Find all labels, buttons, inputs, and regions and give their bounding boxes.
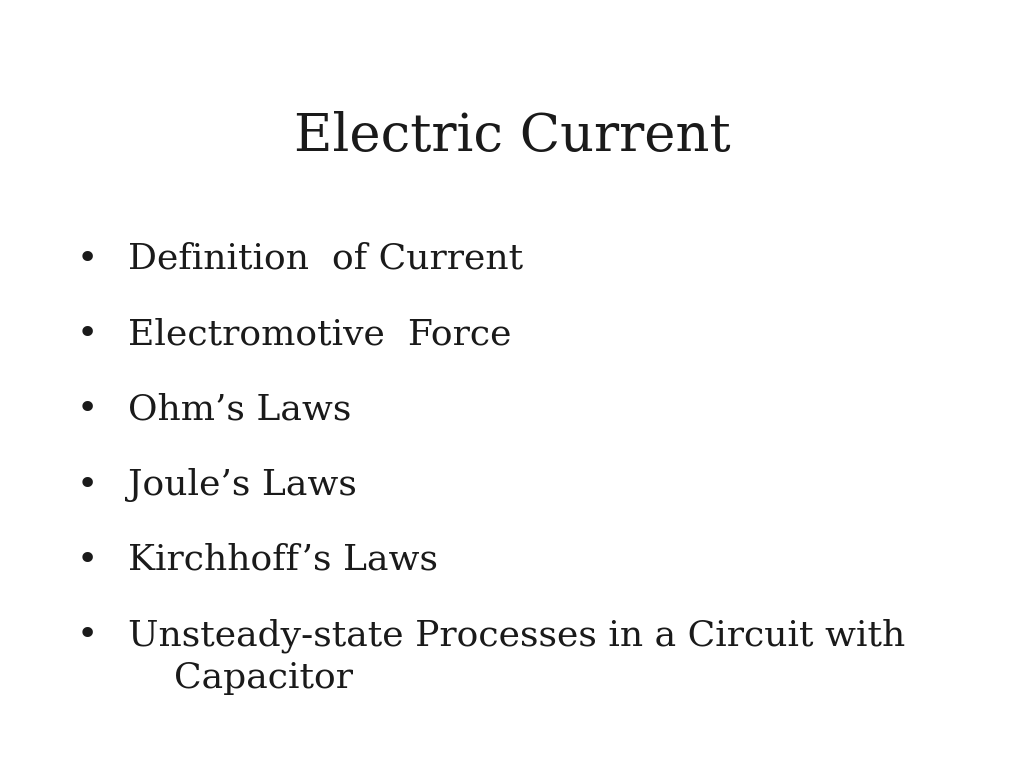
- Text: Joule’s Laws: Joule’s Laws: [128, 468, 357, 502]
- Text: •: •: [77, 468, 97, 502]
- Text: Definition  of Current: Definition of Current: [128, 242, 523, 276]
- Text: •: •: [77, 543, 97, 577]
- Text: •: •: [77, 618, 97, 652]
- Text: Kirchhoff’s Laws: Kirchhoff’s Laws: [128, 543, 438, 577]
- Text: •: •: [77, 317, 97, 351]
- Text: •: •: [77, 242, 97, 276]
- Text: •: •: [77, 392, 97, 426]
- Text: Unsteady-state Processes in a Circuit with
    Capacitor: Unsteady-state Processes in a Circuit wi…: [128, 618, 905, 695]
- Text: Ohm’s Laws: Ohm’s Laws: [128, 392, 351, 426]
- Text: Electromotive  Force: Electromotive Force: [128, 317, 512, 351]
- Text: Electric Current: Electric Current: [294, 111, 730, 162]
